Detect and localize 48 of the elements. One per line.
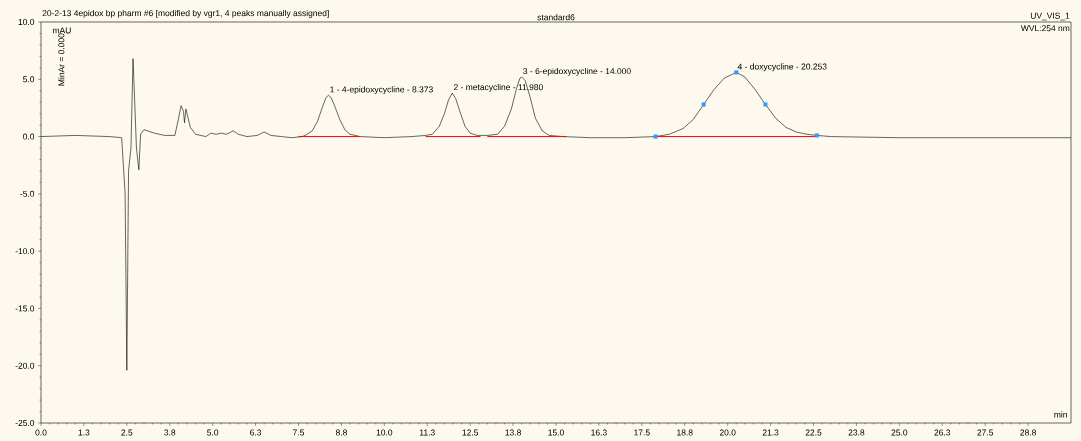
x-tick-label: 21.3 xyxy=(762,429,779,436)
text: standard6 xyxy=(537,14,575,21)
x-tick-label: 11.3 xyxy=(419,429,435,436)
x-tick-label: 3.8 xyxy=(164,429,176,436)
y-tick-label: 10.0 xyxy=(18,19,35,25)
y-tick-label: 5.0 xyxy=(23,76,35,83)
x-tick-label: 22.5 xyxy=(805,429,822,436)
x-tick-label: 16.3 xyxy=(591,429,607,436)
y-tick-label: -20.0 xyxy=(15,362,35,369)
x-axis-title: min xyxy=(1054,411,1067,418)
point xyxy=(763,102,768,107)
x-tick-label: 25.0 xyxy=(891,429,908,436)
annotation: 4 - doxycycline - 20.253 xyxy=(737,63,827,72)
x-tick-label: 2.5 xyxy=(121,429,133,436)
x-tick-label: 8.8 xyxy=(335,429,347,436)
x-tick-label: 28.8 xyxy=(1020,429,1036,436)
x-tick-label: 27.5 xyxy=(977,429,994,436)
annotation: WVL:254 nm xyxy=(1020,25,1070,32)
x-tick-label: 15.0 xyxy=(548,429,564,436)
annotation: MinAr = 0.000 xyxy=(58,33,65,86)
text: UV_VIS_1 xyxy=(1030,12,1070,21)
y-tick-label: 0.0 xyxy=(23,133,35,140)
y-tick-label: -25.0 xyxy=(15,420,35,426)
point xyxy=(701,102,706,107)
chart-title: 20-2-13 4epidox bp pharm #6 [modified by vgr1, 4 peaks manually assigned] xyxy=(42,9,329,18)
x-tick-label: 6.3 xyxy=(250,429,262,436)
y-tick-label: -5.0 xyxy=(20,190,35,197)
x-tick-label: 12.5 xyxy=(462,429,479,436)
point xyxy=(653,134,658,139)
x-tick-label: 1.3 xyxy=(78,429,90,436)
x-tick-label: 18.8 xyxy=(677,429,693,436)
x-tick-label: 0.0 xyxy=(35,429,47,436)
x-tick-label: 26.3 xyxy=(934,429,951,436)
x-tick-label: 13.8 xyxy=(505,429,521,436)
x-tick-label: 17.5 xyxy=(634,429,650,436)
point xyxy=(734,70,739,75)
y-tick-label: -15.0 xyxy=(15,305,35,312)
x-tick-label: 5.0 xyxy=(207,429,219,436)
point xyxy=(814,133,819,138)
x-tick-label: 23.8 xyxy=(848,429,865,436)
annotation: 1 - 4-epidoxycycline - 8.373 xyxy=(330,86,433,95)
y-tick-label: -10.0 xyxy=(15,248,35,255)
x-tick-label: 20.0 xyxy=(719,429,736,436)
x-tick-label: 7.5 xyxy=(293,429,305,436)
y-axis-title: mAU xyxy=(53,27,71,34)
annotation: 3 - 6-epidoxycycline - 14.000 xyxy=(523,67,631,76)
annotation: 2 - metacycline - 11.980 xyxy=(453,83,543,92)
x-tick-label: 10.0 xyxy=(376,429,393,436)
